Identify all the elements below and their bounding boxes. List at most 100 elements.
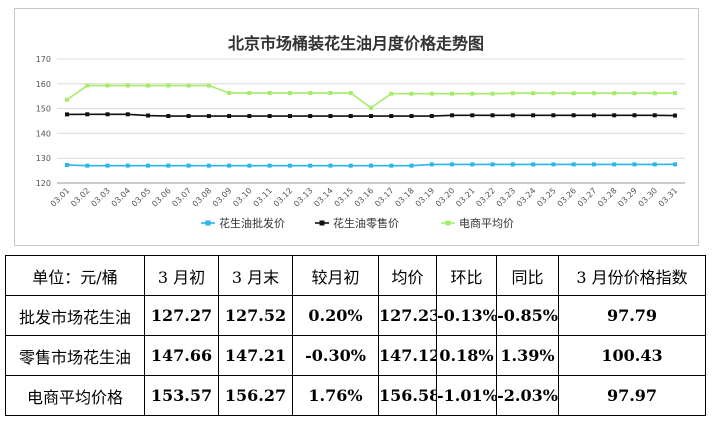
x-tick-label: 03.18 (393, 186, 416, 209)
data-point (227, 90, 232, 95)
x-tick-label: 03.31 (657, 186, 680, 209)
data-point (65, 97, 69, 102)
data-point (105, 112, 110, 117)
data-point (65, 162, 69, 167)
data-point (531, 162, 536, 167)
data-point (186, 163, 191, 168)
data-point (348, 114, 353, 119)
data-point (531, 113, 536, 118)
data-point (389, 163, 394, 168)
x-tick-label: 03.02 (69, 186, 92, 209)
table-cell: -1.01% (436, 375, 497, 416)
table-header-cell: 同比 (496, 255, 559, 296)
y-tick-label: 140 (36, 129, 51, 138)
data-point (267, 163, 272, 168)
data-point (348, 163, 353, 168)
table-header-cell: 单位：元/桶 (5, 255, 145, 296)
table-header-cell: 3 月初 (144, 255, 219, 296)
price-table: 单位：元/桶 3 月初 3 月末 较月初 均价 环比 同比 3 月份价格指数 批发市场花生油 12… (5, 255, 706, 416)
x-tick-label: 03.23 (495, 186, 518, 209)
data-point (652, 162, 657, 167)
x-tick-label: 03.13 (292, 186, 315, 209)
data-point (166, 114, 171, 119)
data-point (510, 162, 515, 167)
chart-title: 北京市场桶装花生油月度价格走势图 (228, 34, 484, 53)
data-point (591, 162, 596, 167)
data-point (551, 91, 556, 96)
data-point (328, 114, 333, 119)
legend-marker (319, 220, 325, 226)
table-cell: 127.52 (218, 295, 293, 336)
table-cell: -2.03% (496, 375, 559, 416)
data-point (531, 91, 536, 96)
legend-label: 花生油批发价 (219, 216, 285, 230)
data-point (85, 83, 90, 88)
data-point (409, 114, 414, 119)
table-cell: 0.20% (292, 295, 379, 336)
x-tick-label: 03.03 (89, 186, 112, 209)
data-point (450, 113, 455, 118)
x-tick-label: 03.10 (231, 186, 254, 209)
table-row: 零售市场花生油 147.66 147.21 -0.30% 147.12 0.18% 1.39… (5, 335, 706, 376)
x-tick-label: 03.08 (191, 186, 214, 209)
table-cell: 153.57 (144, 375, 219, 416)
data-point (591, 91, 596, 96)
table-cell: 147.12 (378, 335, 437, 376)
data-point (105, 163, 110, 168)
data-point (166, 163, 171, 168)
data-point (348, 90, 353, 95)
table-header-cell: 环比 (436, 255, 497, 296)
table-header-cell: 均价 (378, 255, 437, 296)
data-point (186, 114, 191, 119)
x-tick-label: 03.01 (49, 186, 72, 209)
data-point (85, 163, 90, 168)
data-point (632, 113, 637, 118)
data-point (247, 114, 252, 119)
table-header-cell: 较月初 (292, 255, 379, 296)
table-row: 电商平均价格 153.57 156.27 1.76% 156.58 -1.01% -2.03… (5, 375, 706, 416)
data-point (308, 114, 313, 119)
data-point (206, 114, 211, 119)
data-point (673, 113, 677, 118)
table-row: 批发市场花生油 127.27 127.52 0.20% 127.23 -0.13% -0.8… (5, 295, 706, 336)
x-tick-label: 03.15 (333, 186, 356, 209)
data-point (510, 91, 515, 96)
table-cell: 147.66 (144, 335, 219, 376)
data-point (389, 114, 394, 119)
x-tick-label: 03.22 (474, 186, 497, 209)
x-tick-label: 03.29 (616, 186, 639, 209)
data-point (591, 113, 596, 118)
data-point (369, 105, 373, 110)
y-tick-label: 160 (36, 80, 51, 89)
table-header-row: 单位：元/桶 3 月初 3 月末 较月初 均价 环比 同比 3 月份价格指数 (5, 255, 706, 296)
x-tick-label: 03.24 (515, 186, 538, 209)
x-tick-label: 03.27 (576, 186, 599, 209)
x-tick-label: 03.21 (454, 186, 477, 209)
x-tick-label: 03.16 (353, 186, 376, 209)
series-lines (65, 83, 677, 168)
chart-frame: 北京市场桶装花生油月度价格走势图 120 130 140 150 160 170 03.01… (14, 8, 699, 246)
data-point (287, 90, 292, 95)
data-point (470, 113, 475, 118)
data-point (490, 162, 495, 167)
y-tick-label: 150 (36, 105, 51, 114)
data-point (227, 114, 232, 119)
x-tick-label: 03.04 (110, 186, 133, 209)
x-tick-label: 03.19 (414, 186, 437, 209)
data-point (328, 90, 333, 95)
legend: 花生油批发价 花生油零售价 电商平均价 (201, 216, 514, 230)
data-point (571, 162, 576, 167)
data-point (673, 91, 677, 96)
y-tick-label: 120 (36, 179, 51, 188)
x-tick-label: 03.05 (130, 186, 153, 209)
data-point (612, 162, 617, 167)
data-point (247, 163, 252, 168)
table-cell: -0.13% (436, 295, 497, 336)
table-header-cell: 3 月末 (218, 255, 293, 296)
table-cell: 100.43 (558, 335, 706, 376)
data-point (227, 163, 232, 168)
data-point (389, 91, 394, 96)
x-tick-label: 03.14 (312, 186, 335, 209)
data-point (409, 91, 414, 96)
legend-marker (445, 220, 451, 226)
